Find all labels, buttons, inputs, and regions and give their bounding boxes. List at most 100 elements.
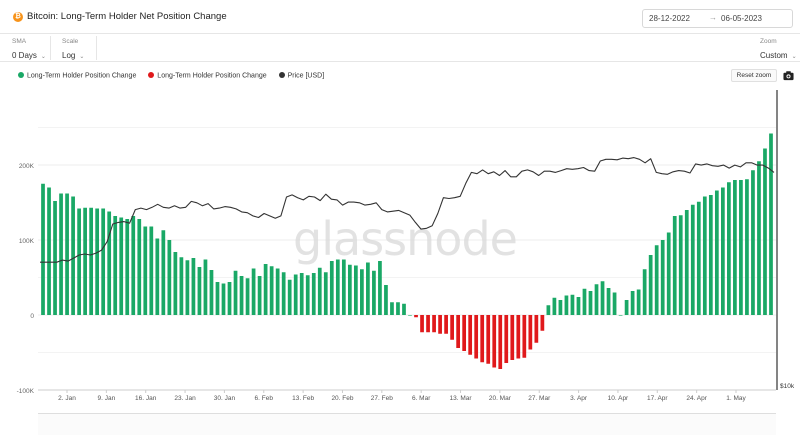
- bar: [305, 275, 310, 315]
- x-axis-tick-label: 30. Jan: [214, 395, 236, 402]
- bar: [167, 240, 172, 315]
- bar: [594, 284, 599, 315]
- bar: [89, 207, 94, 315]
- bar: [558, 300, 563, 315]
- bar: [47, 187, 51, 315]
- bar: [257, 276, 262, 315]
- bar: [468, 315, 473, 355]
- bar: [143, 226, 148, 315]
- x-axis-tick-label: 2. Jan: [58, 395, 76, 402]
- zoom-value[interactable]: Custom: [760, 51, 788, 60]
- bar: [402, 303, 406, 315]
- bar: [209, 270, 214, 315]
- x-axis-tick-label: 10. Apr: [608, 395, 629, 402]
- date-from-field[interactable]: 28-12-2022: [649, 14, 690, 23]
- bar: [95, 208, 100, 315]
- bar: [251, 268, 256, 315]
- bar: [239, 276, 244, 315]
- bar: [486, 315, 491, 364]
- bar: [347, 264, 352, 315]
- bar: [540, 315, 545, 331]
- bar: [534, 315, 539, 343]
- scale-select[interactable]: Scale Log ⌄: [62, 38, 84, 60]
- sma-value[interactable]: 0 Days: [12, 51, 37, 60]
- legend-item-price[interactable]: Price [USD]: [278, 72, 324, 80]
- bar: [329, 261, 334, 315]
- bar: [323, 272, 328, 315]
- bitcoin-icon: ₿: [13, 12, 23, 22]
- bar: [426, 315, 430, 333]
- zoom-label: Zoom: [760, 38, 777, 45]
- arrow-right-icon: →: [709, 13, 717, 22]
- date-to-field[interactable]: 06-05-2023: [721, 14, 762, 23]
- sma-select[interactable]: SMA 0 Days ⌄: [12, 38, 46, 60]
- bar: [660, 240, 665, 315]
- reset-zoom-button[interactable]: Reset zoom: [731, 69, 777, 82]
- bar: [299, 273, 304, 315]
- bar: [678, 215, 683, 315]
- scale-value[interactable]: Log: [62, 51, 76, 60]
- bar: [191, 258, 196, 315]
- chevron-down-icon: ⌄: [791, 54, 797, 60]
- bar: [287, 279, 292, 315]
- chart-legend: Long-Term Holder Position Change Long-Te…: [18, 72, 334, 80]
- chevron-down-icon: ⌄: [40, 54, 46, 60]
- bar: [414, 315, 418, 318]
- legend-label: Long-Term Holder Position Change: [27, 72, 137, 80]
- bar: [353, 265, 358, 315]
- bar: [269, 266, 274, 315]
- bar: [504, 315, 509, 363]
- bar: [708, 195, 713, 315]
- camera-icon[interactable]: [783, 70, 794, 81]
- bar: [763, 148, 767, 315]
- chart-header: ₿ Bitcoin: Long-Term Holder Net Position…: [0, 0, 800, 34]
- x-axis-tick-label: 27. Feb: [371, 395, 393, 402]
- bar: [390, 302, 394, 315]
- price-line: [40, 157, 775, 263]
- bar: [396, 302, 400, 315]
- legend-item-ltph-positive[interactable]: Long-Term Holder Position Change: [18, 72, 136, 80]
- x-axis-tick-label: 9. Jan: [97, 395, 115, 402]
- bar: [173, 252, 178, 315]
- navigator-scrollbar[interactable]: [38, 413, 776, 435]
- bar: [630, 291, 635, 315]
- bar: [384, 285, 388, 315]
- bar: [757, 161, 761, 315]
- bar: [185, 260, 190, 315]
- bar: [161, 230, 166, 315]
- bar: [77, 208, 81, 315]
- control-divider: [50, 36, 51, 60]
- bar: [696, 201, 701, 315]
- chevron-down-icon: ⌄: [79, 54, 85, 60]
- legend-label: Long-Term Holder Position Change: [157, 72, 267, 80]
- bar: [83, 207, 87, 315]
- legend-swatch: [18, 72, 24, 78]
- date-range-picker[interactable]: 28-12-2022 → 06-05-2023: [642, 9, 793, 28]
- bar: [720, 187, 725, 315]
- bar: [606, 288, 611, 315]
- bar: [684, 210, 689, 315]
- bar: [311, 273, 316, 315]
- bar: [119, 217, 124, 315]
- bar: [498, 315, 503, 369]
- bar: [570, 294, 575, 315]
- bar: [41, 183, 45, 315]
- bar: [588, 291, 593, 315]
- x-axis-tick-label: 1. May: [726, 395, 746, 402]
- bar: [432, 315, 436, 333]
- bar: [221, 283, 226, 315]
- bar: [528, 315, 533, 350]
- bar: [263, 264, 268, 315]
- y-axis-tick-label: -100K: [17, 388, 35, 395]
- x-axis-tick-label: 6. Feb: [255, 395, 274, 402]
- bar: [745, 179, 749, 315]
- bar: [215, 282, 220, 315]
- chart-title: Bitcoin: Long-Term Holder Net Position C…: [27, 11, 227, 22]
- zoom-select[interactable]: Zoom Custom ⌄: [760, 38, 797, 60]
- bar: [636, 289, 641, 315]
- right-axis-label: $10k: [780, 383, 795, 390]
- legend-item-ltph-negative[interactable]: Long-Term Holder Position Change: [148, 72, 267, 80]
- bar: [335, 259, 340, 315]
- bar: [438, 315, 442, 334]
